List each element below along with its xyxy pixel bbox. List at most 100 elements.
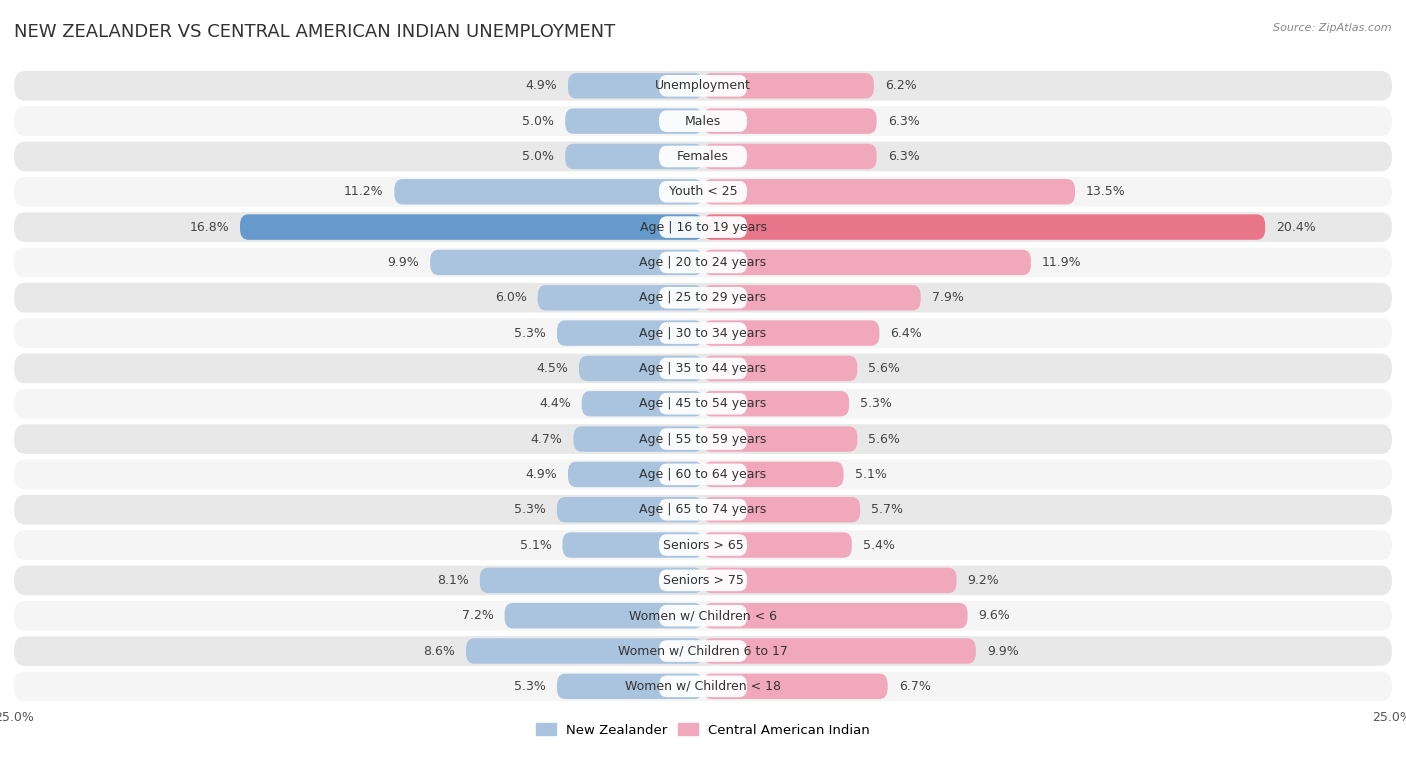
Text: 6.0%: 6.0%: [495, 291, 527, 304]
Text: Women w/ Children < 18: Women w/ Children < 18: [626, 680, 780, 693]
Text: 11.2%: 11.2%: [343, 185, 384, 198]
Text: Age | 65 to 74 years: Age | 65 to 74 years: [640, 503, 766, 516]
Text: 7.2%: 7.2%: [461, 609, 494, 622]
FancyBboxPatch shape: [703, 462, 844, 487]
FancyBboxPatch shape: [240, 214, 703, 240]
Text: 6.7%: 6.7%: [898, 680, 931, 693]
Text: 20.4%: 20.4%: [1277, 220, 1316, 234]
FancyBboxPatch shape: [703, 320, 879, 346]
Text: Age | 55 to 59 years: Age | 55 to 59 years: [640, 432, 766, 446]
Text: 13.5%: 13.5%: [1085, 185, 1126, 198]
FancyBboxPatch shape: [465, 638, 703, 664]
Text: 16.8%: 16.8%: [190, 220, 229, 234]
FancyBboxPatch shape: [14, 248, 1392, 277]
FancyBboxPatch shape: [14, 71, 1392, 101]
FancyBboxPatch shape: [659, 251, 747, 273]
Text: 7.9%: 7.9%: [932, 291, 963, 304]
Text: 5.6%: 5.6%: [869, 362, 900, 375]
Text: 8.1%: 8.1%: [437, 574, 468, 587]
FancyBboxPatch shape: [479, 568, 703, 593]
Text: 4.4%: 4.4%: [538, 397, 571, 410]
Text: 5.3%: 5.3%: [515, 326, 546, 340]
FancyBboxPatch shape: [659, 393, 747, 415]
FancyBboxPatch shape: [659, 181, 747, 203]
FancyBboxPatch shape: [562, 532, 703, 558]
Text: Age | 20 to 24 years: Age | 20 to 24 years: [640, 256, 766, 269]
FancyBboxPatch shape: [557, 674, 703, 699]
Text: Seniors > 75: Seniors > 75: [662, 574, 744, 587]
FancyBboxPatch shape: [659, 605, 747, 627]
FancyBboxPatch shape: [505, 603, 703, 628]
Text: 4.9%: 4.9%: [526, 468, 557, 481]
Text: 11.9%: 11.9%: [1042, 256, 1081, 269]
FancyBboxPatch shape: [659, 111, 747, 132]
FancyBboxPatch shape: [14, 318, 1392, 348]
FancyBboxPatch shape: [659, 428, 747, 450]
Text: Age | 60 to 64 years: Age | 60 to 64 years: [640, 468, 766, 481]
Text: NEW ZEALANDER VS CENTRAL AMERICAN INDIAN UNEMPLOYMENT: NEW ZEALANDER VS CENTRAL AMERICAN INDIAN…: [14, 23, 616, 41]
FancyBboxPatch shape: [430, 250, 703, 275]
FancyBboxPatch shape: [703, 568, 956, 593]
FancyBboxPatch shape: [557, 497, 703, 522]
Text: Age | 45 to 54 years: Age | 45 to 54 years: [640, 397, 766, 410]
FancyBboxPatch shape: [703, 356, 858, 381]
FancyBboxPatch shape: [14, 530, 1392, 560]
FancyBboxPatch shape: [659, 640, 747, 662]
Text: 4.5%: 4.5%: [536, 362, 568, 375]
Text: Unemployment: Unemployment: [655, 79, 751, 92]
Text: 5.3%: 5.3%: [860, 397, 891, 410]
Text: Source: ZipAtlas.com: Source: ZipAtlas.com: [1274, 23, 1392, 33]
Text: Youth < 25: Youth < 25: [669, 185, 737, 198]
FancyBboxPatch shape: [565, 144, 703, 169]
FancyBboxPatch shape: [14, 565, 1392, 595]
FancyBboxPatch shape: [659, 287, 747, 309]
Text: Females: Females: [678, 150, 728, 163]
Text: 5.6%: 5.6%: [869, 432, 900, 446]
Text: Age | 25 to 29 years: Age | 25 to 29 years: [640, 291, 766, 304]
FancyBboxPatch shape: [14, 671, 1392, 701]
FancyBboxPatch shape: [703, 179, 1076, 204]
Text: 6.4%: 6.4%: [890, 326, 922, 340]
FancyBboxPatch shape: [14, 601, 1392, 631]
FancyBboxPatch shape: [14, 389, 1392, 419]
Text: 9.9%: 9.9%: [987, 644, 1018, 658]
FancyBboxPatch shape: [14, 106, 1392, 136]
FancyBboxPatch shape: [394, 179, 703, 204]
FancyBboxPatch shape: [703, 144, 876, 169]
Text: Women w/ Children < 6: Women w/ Children < 6: [628, 609, 778, 622]
FancyBboxPatch shape: [703, 603, 967, 628]
FancyBboxPatch shape: [579, 356, 703, 381]
Text: Age | 35 to 44 years: Age | 35 to 44 years: [640, 362, 766, 375]
FancyBboxPatch shape: [14, 495, 1392, 525]
FancyBboxPatch shape: [14, 459, 1392, 489]
FancyBboxPatch shape: [703, 391, 849, 416]
FancyBboxPatch shape: [703, 497, 860, 522]
FancyBboxPatch shape: [537, 285, 703, 310]
Text: 5.0%: 5.0%: [522, 114, 554, 128]
FancyBboxPatch shape: [557, 320, 703, 346]
FancyBboxPatch shape: [703, 285, 921, 310]
Text: 6.3%: 6.3%: [887, 114, 920, 128]
FancyBboxPatch shape: [703, 638, 976, 664]
FancyBboxPatch shape: [703, 426, 858, 452]
Text: 4.7%: 4.7%: [530, 432, 562, 446]
FancyBboxPatch shape: [659, 322, 747, 344]
FancyBboxPatch shape: [659, 499, 747, 521]
FancyBboxPatch shape: [568, 73, 703, 98]
Text: 9.6%: 9.6%: [979, 609, 1011, 622]
FancyBboxPatch shape: [659, 75, 747, 97]
Text: Women w/ Children 6 to 17: Women w/ Children 6 to 17: [619, 644, 787, 658]
FancyBboxPatch shape: [14, 424, 1392, 454]
Text: Age | 30 to 34 years: Age | 30 to 34 years: [640, 326, 766, 340]
FancyBboxPatch shape: [703, 674, 887, 699]
Text: 5.0%: 5.0%: [522, 150, 554, 163]
Text: Seniors > 65: Seniors > 65: [662, 538, 744, 552]
Text: Males: Males: [685, 114, 721, 128]
FancyBboxPatch shape: [659, 357, 747, 379]
FancyBboxPatch shape: [14, 177, 1392, 207]
FancyBboxPatch shape: [565, 108, 703, 134]
Text: 5.3%: 5.3%: [515, 680, 546, 693]
Text: 5.1%: 5.1%: [520, 538, 551, 552]
FancyBboxPatch shape: [703, 108, 876, 134]
Text: 8.6%: 8.6%: [423, 644, 456, 658]
